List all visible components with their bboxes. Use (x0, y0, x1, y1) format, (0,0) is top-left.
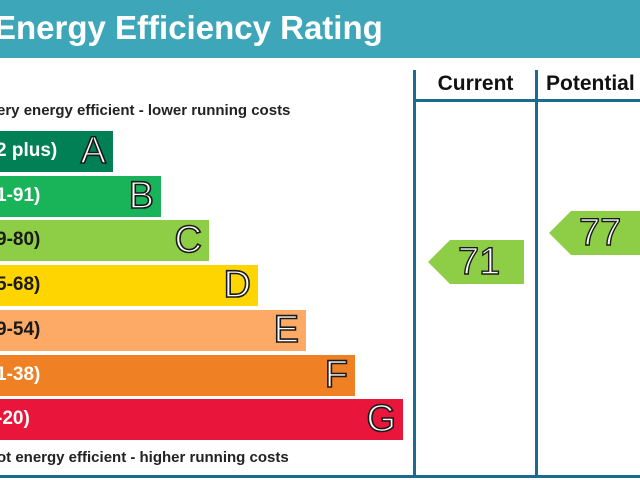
column-header-potential: Potential (546, 72, 635, 95)
band-a: 2 plus) A (0, 130, 113, 173)
rating-arrow-fill (428, 240, 524, 284)
band-letter: B (128, 174, 155, 217)
caption-top: ery energy efficient - lower running cos… (0, 102, 291, 119)
band-letter: C (174, 219, 203, 262)
band-range-label: -20) (0, 408, 30, 430)
band-letter: A (80, 130, 107, 173)
band-range-label: 2 plus) (0, 140, 58, 161)
divider-left (413, 70, 416, 478)
divider-middle (535, 70, 538, 478)
band-letter: D (223, 264, 252, 307)
band-range-label: 1-91) (0, 184, 41, 206)
band-letter: G (366, 398, 397, 441)
bottom-rule (0, 475, 640, 478)
band-f: 1-38) F (0, 353, 355, 396)
rating-value: 77 (578, 211, 622, 254)
rating-arrow-current: 71 (428, 240, 524, 284)
band-c: 9-80) C (0, 219, 209, 262)
column-header-current: Current (437, 72, 514, 95)
rating-arrow-shape (428, 240, 524, 284)
band-g: -20) G (0, 398, 403, 441)
band-range-label: 5-68) (0, 274, 41, 296)
chart-title: Energy Efficiency Rating (0, 9, 383, 46)
band-letter: F (324, 353, 349, 396)
rating-arrow-potential: 77 (549, 211, 640, 255)
band-b: 1-91) B (0, 174, 161, 217)
band-range-label: 9-54) (0, 318, 41, 340)
title-bar: Energy Efficiency Rating (0, 0, 640, 58)
band-range-label: 1-38) (0, 363, 41, 385)
band-range-label: 9-80) (0, 229, 41, 251)
rating-value: 71 (457, 240, 501, 283)
band-letter: E (273, 308, 300, 351)
band-d: 5-68) D (0, 264, 258, 307)
rating-arrow-fill (549, 211, 640, 255)
band-e: 9-54) E (0, 308, 306, 351)
header-rule (413, 99, 640, 102)
rating-arrow-shape (549, 211, 640, 255)
caption-bottom: ot energy efficient - higher running cos… (0, 449, 289, 466)
